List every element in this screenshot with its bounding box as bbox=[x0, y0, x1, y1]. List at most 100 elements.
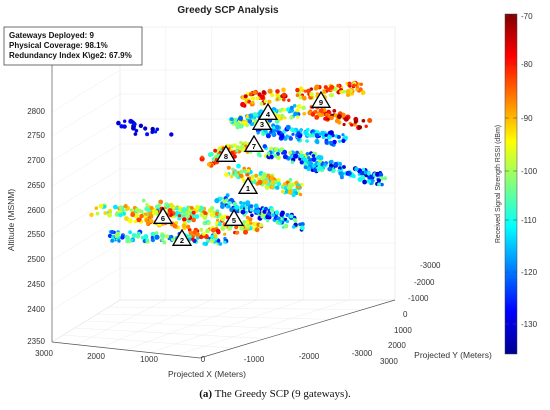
rssi-point bbox=[355, 87, 359, 92]
gateway-label: 3 bbox=[260, 120, 264, 129]
rssi-point bbox=[291, 132, 295, 136]
rssi-point bbox=[119, 124, 124, 129]
rssi-point bbox=[329, 93, 335, 98]
rssi-point bbox=[327, 166, 333, 172]
rssi-point bbox=[272, 126, 276, 130]
gateway-6: 6 bbox=[152, 206, 174, 224]
rssi-point bbox=[240, 101, 246, 108]
rssi-point bbox=[239, 205, 244, 210]
rssi-point bbox=[167, 208, 173, 213]
rssi-point bbox=[140, 235, 145, 240]
rssi-point bbox=[285, 134, 289, 138]
grid-line bbox=[51, 242, 121, 286]
colorbar-ticks bbox=[505, 15, 517, 325]
rssi-point bbox=[129, 208, 133, 212]
rssi-point bbox=[270, 185, 274, 189]
rssi-point bbox=[145, 132, 150, 137]
rssi-point bbox=[383, 176, 387, 181]
rssi-point bbox=[257, 111, 262, 115]
rssi-point bbox=[336, 135, 341, 139]
rssi-point bbox=[259, 102, 264, 106]
rssi-point bbox=[298, 86, 304, 91]
z-tick-label: 2350 bbox=[27, 337, 45, 346]
colorbar-tick-label: -120 bbox=[521, 268, 538, 277]
rssi-point bbox=[281, 87, 286, 93]
gateway-triangle bbox=[310, 90, 332, 108]
rssi-point bbox=[248, 113, 254, 119]
rssi-point bbox=[359, 82, 363, 87]
rssi-point bbox=[255, 96, 260, 101]
rssi-point bbox=[301, 105, 306, 111]
rssi-point bbox=[328, 160, 333, 165]
z-tick-label: 2750 bbox=[27, 131, 45, 140]
rssi-point bbox=[321, 113, 325, 117]
rssi-point bbox=[318, 155, 324, 161]
rssi-point bbox=[334, 118, 340, 124]
rssi-point bbox=[323, 116, 327, 121]
rssi-point bbox=[264, 184, 269, 189]
y-tick-label: -2000 bbox=[414, 278, 435, 287]
x-axis-label: Projected X (Meters) bbox=[168, 369, 246, 379]
gateway-label: 2 bbox=[180, 236, 184, 245]
grid-line bbox=[85, 320, 298, 330]
rssi-point bbox=[289, 105, 294, 110]
rssi-point bbox=[317, 162, 321, 166]
rssi-point bbox=[260, 176, 265, 180]
rssi-point bbox=[336, 83, 340, 88]
rssi-point bbox=[324, 140, 329, 145]
rssi-point bbox=[291, 192, 296, 198]
rssi-point bbox=[363, 170, 368, 175]
rssi-point bbox=[310, 112, 316, 117]
z-tick-label: 2800 bbox=[27, 107, 45, 116]
rssi-point bbox=[253, 203, 259, 209]
rssi-point bbox=[240, 144, 245, 149]
rssi-point bbox=[199, 212, 204, 217]
rssi-point bbox=[367, 172, 371, 176]
rssi-point bbox=[274, 124, 280, 130]
rssi-point bbox=[328, 130, 334, 136]
rssi-point bbox=[276, 181, 282, 187]
x-ticks: 3000 2000 1000 0 -1000 -2000 -3000 bbox=[35, 349, 373, 364]
rssi-point bbox=[175, 206, 179, 211]
grid-line bbox=[51, 118, 121, 162]
rssi-point bbox=[288, 182, 292, 187]
grid-line bbox=[51, 192, 121, 236]
grid-line bbox=[51, 143, 121, 187]
rssi-point bbox=[227, 204, 231, 209]
rssi-point bbox=[223, 232, 227, 236]
rssi-point bbox=[235, 231, 239, 235]
rssi-point bbox=[296, 137, 301, 142]
rssi-point bbox=[185, 213, 190, 219]
rssi-point bbox=[306, 166, 312, 172]
rssi-point bbox=[277, 131, 281, 135]
gateway-triangle bbox=[171, 228, 193, 246]
rssi-point bbox=[218, 212, 222, 217]
rssi-point bbox=[181, 223, 187, 229]
rssi-point bbox=[266, 219, 270, 223]
rssi-point bbox=[307, 156, 311, 160]
rssi-point bbox=[120, 235, 125, 240]
rssi-point bbox=[345, 89, 351, 94]
rssi-point bbox=[266, 151, 271, 155]
rssi-point bbox=[118, 212, 123, 218]
rssi-point bbox=[169, 132, 174, 137]
rssi-point bbox=[257, 179, 263, 185]
rssi-point bbox=[324, 133, 328, 137]
rssi-point bbox=[257, 92, 262, 97]
x-tick-label: -3000 bbox=[352, 349, 373, 358]
rssi-point bbox=[341, 138, 346, 143]
rssi-point bbox=[295, 185, 300, 190]
rssi-point bbox=[206, 162, 212, 167]
rssi-point bbox=[278, 108, 283, 113]
x-tick-label: -1000 bbox=[244, 355, 265, 364]
rssi-point bbox=[265, 214, 270, 220]
colorbar-tick-label: -100 bbox=[521, 167, 538, 176]
rssi-point bbox=[182, 217, 187, 222]
z-tick-label: 2550 bbox=[27, 230, 45, 239]
rssi-point bbox=[229, 207, 234, 212]
rssi-point bbox=[290, 160, 295, 164]
rssi-point bbox=[274, 210, 280, 215]
rssi-point bbox=[194, 214, 200, 219]
rssi-point bbox=[299, 192, 303, 197]
rssi-point bbox=[143, 234, 149, 240]
